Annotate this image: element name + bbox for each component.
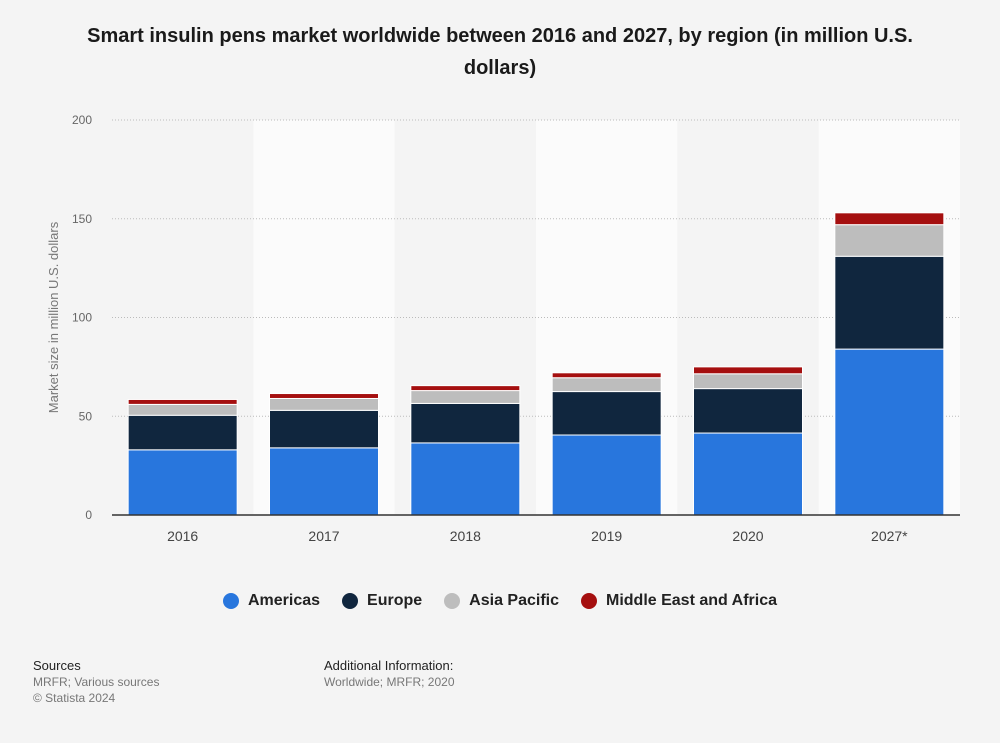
- x-tick-label: 2027*: [871, 528, 908, 544]
- bar-middle-east-and-africa-2027: [834, 212, 945, 226]
- legend-swatch-middle-east-africa: [581, 593, 597, 609]
- x-tick-label: 2017: [308, 528, 339, 544]
- sources-block: Sources MRFR; Various sources © Statista…: [33, 658, 159, 706]
- y-axis-title: Market size in million U.S. dollars: [46, 221, 61, 413]
- x-tick-label: 2020: [732, 528, 763, 544]
- x-tick-label: 2018: [450, 528, 481, 544]
- bar-asia-pacific-2017: [269, 397, 379, 411]
- bar-americas-2017: [269, 447, 379, 516]
- bar-asia-pacific-2016: [127, 403, 238, 416]
- y-tick-label: 0: [85, 508, 92, 522]
- y-tick-label: 200: [72, 113, 92, 127]
- bar-europe-2020: [693, 388, 803, 434]
- additional-info-text: Worldwide; MRFR; 2020: [324, 675, 455, 689]
- bar-asia-pacific-2027: [834, 224, 945, 257]
- additional-info-heading: Additional Information:: [324, 658, 454, 673]
- sources-heading: Sources: [33, 658, 81, 673]
- stacked-bar-chart: 0 50 100 150 200 Market size in million U.S. …: [46, 113, 960, 544]
- legend-label-middle-east-africa: Middle East and Africa: [606, 592, 777, 609]
- y-tick-label: 100: [72, 311, 92, 325]
- copyright-line: © Statista 2024: [33, 691, 116, 705]
- legend-swatch-asia-pacific: [444, 593, 461, 609]
- legend-item-asia-pacific[interactable]: Asia Pacific: [444, 592, 559, 610]
- legend-label-europe: Europe: [367, 592, 423, 609]
- bar-europe-2017: [269, 409, 379, 449]
- chart-title: Smart insulin pens market worldwide betw…: [87, 25, 913, 79]
- legend-swatch-americas: [223, 593, 239, 609]
- legend-item-americas[interactable]: Americas: [223, 592, 320, 610]
- bar-middle-east-and-africa-2018: [410, 385, 521, 392]
- bar-americas-2019: [551, 434, 662, 516]
- legend-label-asia-pacific: Asia Pacific: [469, 592, 559, 609]
- sources-line[interactable]: MRFR; Various sources: [33, 675, 160, 689]
- bar-europe-2016: [127, 414, 238, 451]
- x-tick-label: 2019: [591, 528, 622, 544]
- bar-europe-2019: [551, 391, 662, 436]
- bar-middle-east-and-africa-2019: [551, 372, 662, 379]
- bar-middle-east-and-africa-2017: [269, 393, 379, 399]
- bar-europe-2027: [834, 255, 945, 350]
- bar-asia-pacific-2018: [410, 390, 521, 404]
- legend-item-europe[interactable]: Europe: [342, 592, 422, 610]
- legend-item-middle-east-africa[interactable]: Middle East and Africa: [581, 592, 777, 610]
- bar-middle-east-and-africa-2020: [693, 366, 803, 375]
- bar-americas-2027: [834, 348, 945, 516]
- x-tick-label: 2016: [167, 528, 198, 544]
- additional-info-block: Additional Information: Worldwide; MRFR;…: [324, 658, 455, 690]
- legend-label-americas: Americas: [248, 592, 321, 609]
- bar-middle-east-and-africa-2016: [127, 398, 238, 405]
- bar-asia-pacific-2020: [693, 373, 803, 390]
- bar-asia-pacific-2019: [551, 377, 662, 393]
- y-tick-label: 50: [79, 409, 93, 423]
- bar-americas-2016: [127, 449, 238, 516]
- chart-legend: Americas Europe Asia Pacific Middle East…: [0, 592, 1000, 610]
- bar-americas-2018: [410, 442, 521, 516]
- bar-europe-2018: [410, 402, 521, 444]
- y-tick-label: 150: [72, 212, 92, 226]
- legend-swatch-europe: [342, 593, 359, 609]
- bar-americas-2020: [693, 432, 803, 516]
